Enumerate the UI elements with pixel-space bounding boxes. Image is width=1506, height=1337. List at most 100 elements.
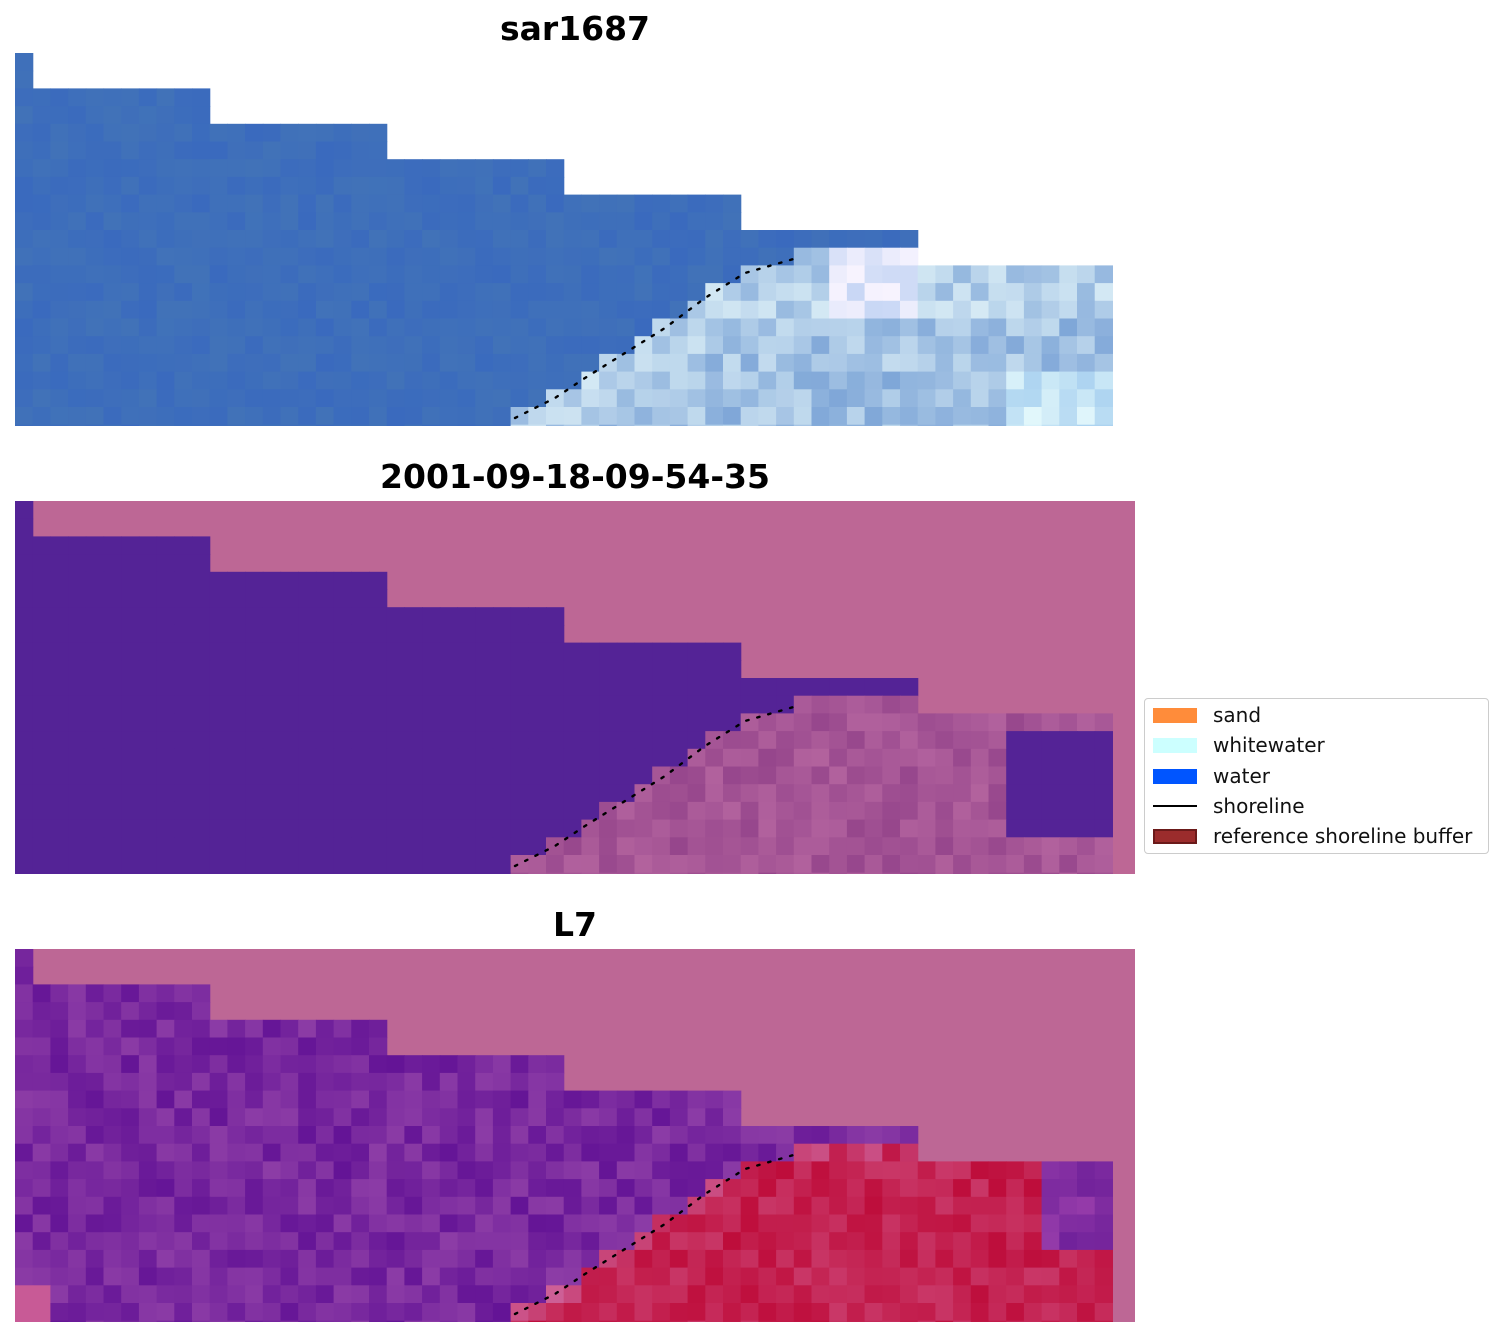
pixel-cell	[369, 176, 388, 196]
pixel-cell	[510, 660, 529, 679]
pixel-cell	[457, 1143, 476, 1162]
pixel-cell	[705, 318, 724, 337]
pixel-cell	[953, 1267, 972, 1286]
pixel-cell	[174, 731, 193, 750]
pixel-cell	[68, 536, 87, 555]
pixel-cell	[369, 1090, 388, 1109]
pixel-cell	[900, 713, 919, 732]
pixel-cell	[262, 176, 282, 196]
pixel-cell	[422, 230, 441, 249]
pixel-cell	[599, 731, 618, 750]
pixel-cell	[386, 642, 405, 661]
pixel-cell	[669, 1126, 689, 1145]
pixel-cell	[634, 1320, 653, 1322]
pixel-cell	[740, 801, 759, 821]
pixel-cell	[740, 713, 759, 732]
pixel-cell	[262, 660, 282, 679]
pixel-cell	[262, 212, 282, 231]
pixel-cell	[209, 571, 228, 591]
pixel-cell	[492, 801, 512, 821]
pixel-cell	[528, 731, 547, 750]
pixel-cell	[85, 571, 105, 591]
pixel-cell	[138, 407, 158, 426]
pixel-cell	[192, 1196, 211, 1216]
pixel-cell	[209, 212, 228, 231]
pixel-cell	[776, 1249, 795, 1269]
pixel-cell	[864, 265, 883, 284]
pixel-cell	[404, 855, 423, 874]
pixel-cell	[510, 1161, 529, 1180]
pixel-cell	[209, 766, 228, 785]
pixel-cell	[404, 642, 423, 661]
pixel-cell	[510, 607, 529, 626]
pixel-cell	[634, 1232, 653, 1251]
pixel-cell	[599, 1320, 618, 1322]
pixel-cell	[988, 819, 1007, 838]
pixel-cell	[599, 748, 618, 768]
pixel-cell	[811, 713, 830, 732]
pixel-cell	[209, 607, 228, 626]
pixel-cell	[829, 1320, 848, 1322]
pixel-cell	[457, 212, 476, 231]
pixel-cell	[280, 1055, 299, 1074]
pixel-cell	[404, 1090, 423, 1109]
pixel-cell	[68, 984, 87, 1003]
pixel-cell	[50, 1019, 69, 1039]
pixel-cell	[687, 407, 706, 426]
pixel-cell	[793, 1161, 813, 1180]
pixel-cell	[687, 1232, 706, 1251]
pixel-cell	[50, 265, 69, 284]
pixel-cell	[616, 1090, 636, 1109]
pixel-cell	[156, 424, 175, 426]
pixel-cell	[492, 389, 512, 408]
pixel-cell	[32, 194, 51, 213]
pixel-cell	[864, 300, 883, 320]
pixel-cell	[563, 695, 582, 714]
pixel-cell	[546, 300, 565, 320]
pixel-cell	[351, 1320, 370, 1322]
pixel-cell	[404, 1055, 423, 1074]
pixel-cell	[864, 678, 883, 697]
pixel-cell	[687, 283, 706, 302]
pixel-cell	[68, 571, 87, 591]
pixel-cell	[280, 695, 299, 714]
pixel-cell	[192, 589, 211, 608]
pixel-cell	[528, 678, 547, 697]
pixel-cell	[280, 247, 299, 266]
pixel-cell	[669, 801, 689, 821]
pixel-cell	[793, 731, 813, 750]
pixel-cell	[669, 748, 689, 768]
pixel-cell	[333, 784, 352, 803]
pixel-cell	[369, 801, 388, 821]
pixel-cell	[121, 642, 140, 661]
pixel-cell	[528, 371, 547, 390]
pixel-cell	[85, 984, 105, 1003]
pixel-cell	[811, 389, 830, 408]
pixel-cell	[351, 1249, 370, 1269]
pixel-cell	[528, 212, 547, 231]
pixel-cell	[475, 1267, 494, 1286]
pixel-cell	[315, 1179, 335, 1198]
pixel-cell	[758, 819, 777, 838]
pixel-cell	[245, 353, 264, 373]
pixel-cell	[85, 300, 105, 320]
pixel-cell	[953, 1320, 972, 1322]
pixel-cell	[298, 1161, 317, 1180]
pixel-cell	[900, 695, 919, 714]
pixel-cell	[68, 1267, 87, 1286]
pixel-cell	[280, 318, 299, 337]
pixel-cell	[1094, 1196, 1113, 1216]
pixel-cell	[988, 424, 1007, 426]
pixel-cell	[846, 713, 866, 732]
pixel-cell	[793, 784, 813, 803]
pixel-cell	[50, 1072, 69, 1092]
pixel-cell	[50, 642, 69, 661]
pixel-cell	[846, 855, 866, 874]
pixel-cell	[15, 678, 34, 697]
pixel-cell	[705, 424, 724, 426]
pixel-cell	[970, 353, 990, 373]
pixel-cell	[953, 1232, 972, 1251]
pixel-cell	[103, 159, 122, 178]
pixel-cell	[174, 607, 193, 626]
pixel-cell	[1094, 1285, 1113, 1304]
